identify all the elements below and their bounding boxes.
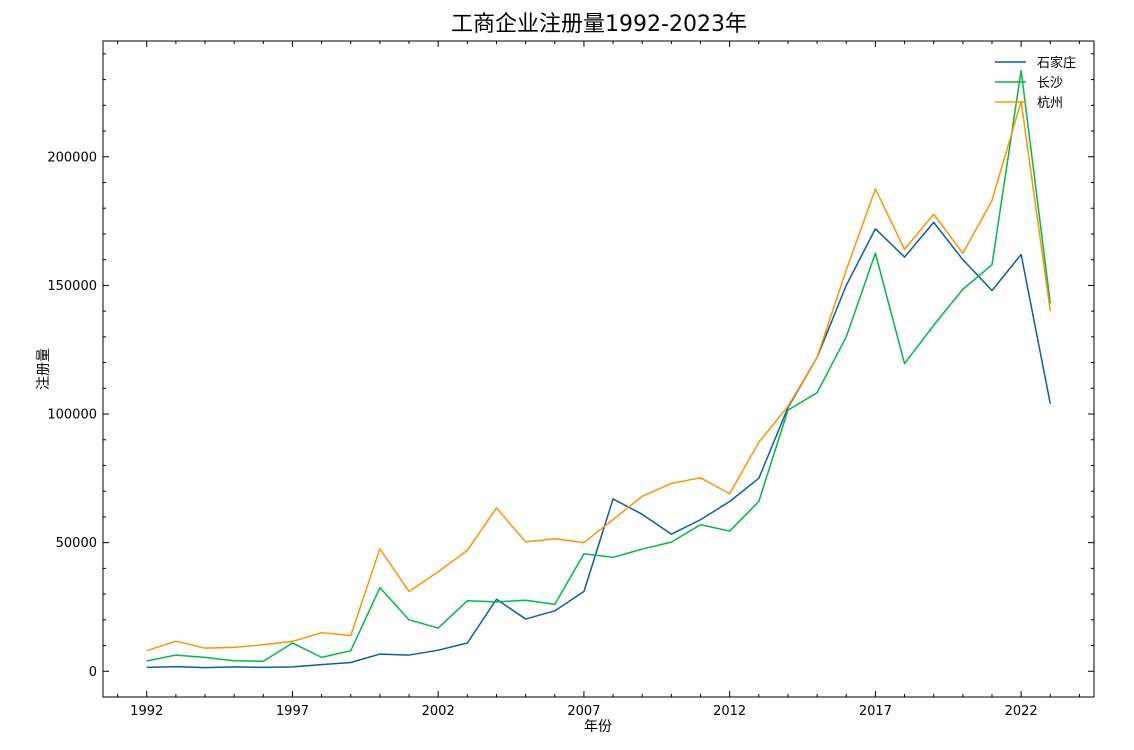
x-tick-label: 2017 — [859, 704, 892, 719]
legend-label-1: 石家庄 — [1037, 55, 1076, 71]
series-line-2 — [146, 69, 1052, 662]
x-tick-label: 1992 — [130, 704, 163, 719]
y-tick-label: 150000 — [47, 279, 97, 294]
x-tick-label: 2022 — [1005, 704, 1038, 719]
x-tick-label: 2012 — [713, 704, 746, 719]
series-line-3 — [146, 100, 1052, 652]
legend-label-2: 长沙 — [1037, 76, 1063, 91]
series-layer — [146, 69, 1052, 669]
x-tick-label: 1997 — [276, 704, 309, 719]
y-axis-label: 注册量 — [36, 348, 52, 390]
y-tick-label: 0 — [89, 665, 97, 680]
chart-title: 工商企业注册量1992-2023年 — [451, 12, 747, 37]
x-tick-label: 2007 — [567, 704, 600, 719]
x-tick-label: 2002 — [422, 704, 455, 719]
legend-label-3: 杭州 — [1037, 96, 1063, 111]
plot-frame — [102, 40, 1095, 698]
y-tick-label: 200000 — [47, 150, 97, 165]
series-line-1 — [146, 221, 1052, 669]
x-axis-label: 年份 — [584, 719, 612, 735]
y-tick-label: 50000 — [56, 536, 97, 551]
y-tick-label: 100000 — [47, 408, 97, 423]
